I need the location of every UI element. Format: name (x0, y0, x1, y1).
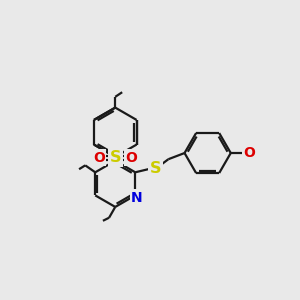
Text: S: S (110, 150, 121, 165)
Text: S: S (149, 161, 161, 176)
Text: O: O (243, 146, 255, 160)
Text: N: N (131, 191, 142, 205)
Text: O: O (125, 151, 137, 165)
Text: O: O (93, 151, 105, 165)
